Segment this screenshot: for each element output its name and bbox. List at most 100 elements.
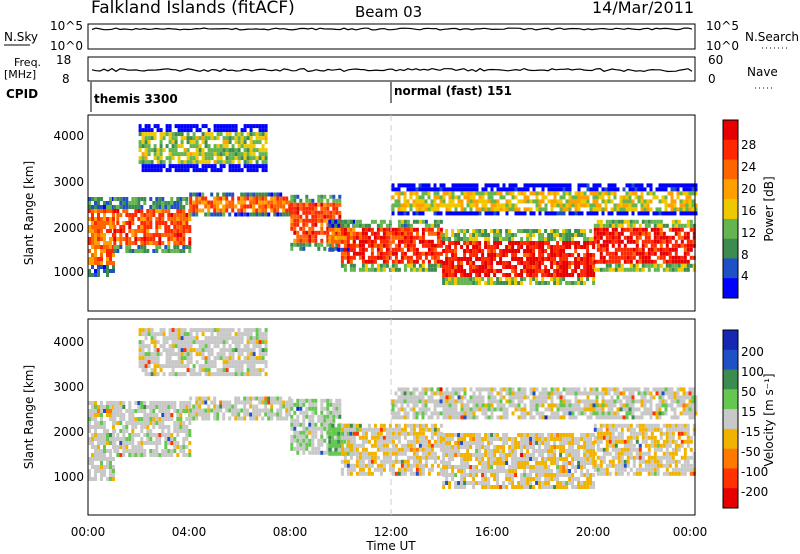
echo-cell-region-7: [538, 229, 542, 233]
echo-cell-region-9: [481, 207, 485, 212]
echo-cell-region-6: [439, 471, 443, 476]
echo-cell-region-3: [299, 202, 303, 207]
echo-cell-region-9: [583, 183, 587, 188]
echo-cell-region-0: [94, 457, 97, 461]
echo-cell-region-8: [638, 223, 642, 228]
echo-cell-region-2: [195, 196, 199, 201]
echo-cell-region-9: [550, 211, 554, 216]
echo-cell-region-0: [103, 265, 106, 269]
echo-cell-region-4: [225, 160, 229, 165]
echo-cell-region-1: [122, 453, 126, 457]
echo-cell-region-8: [671, 227, 675, 232]
echo-cell-region-6: [433, 451, 437, 456]
echo-cell-region-8: [683, 255, 687, 260]
echo-cell-region-4: [165, 356, 169, 361]
echo-cell-region-0: [103, 249, 106, 253]
echo-cell-region-6: [343, 267, 347, 272]
echo-cell-region-7: [445, 469, 449, 473]
echo-cell-region-4: [162, 328, 166, 333]
echo-cell-region-4: [168, 148, 172, 153]
echo-cell-region-3: [308, 406, 312, 411]
echo-cell-region-4: [195, 136, 199, 141]
echo-cell-region-3: [296, 238, 300, 243]
echo-cell-region-9: [688, 203, 692, 208]
echo-cell-region-7: [568, 237, 572, 241]
echo-cell-region-6: [373, 239, 377, 244]
echo-cell-region-4: [225, 140, 229, 145]
echo-cell-region-9: [391, 187, 395, 192]
echo-cell-region-9: [649, 207, 653, 212]
echo-cell-region-2: [210, 192, 214, 197]
echo-cell-region-4: [144, 356, 148, 361]
echo-cell-region-4: [231, 168, 235, 173]
echo-cell-region-3: [314, 238, 318, 243]
echo-cell-region-9: [469, 211, 473, 216]
echo-cell-region-3: [302, 418, 306, 423]
echo-cell-region-2: [276, 408, 280, 413]
echo-cell-region-1: [173, 241, 177, 245]
echo-cell-region-2: [276, 396, 280, 401]
echo-cell-region-4: [243, 332, 247, 337]
echo-cell-region-9: [682, 191, 686, 196]
echo-cell-region-1: [137, 445, 141, 449]
echo-cell-region-0: [94, 465, 97, 469]
echo-cell-region-6: [388, 267, 392, 272]
echo-cell-region-1: [140, 429, 144, 433]
echo-cell-region-1: [128, 405, 132, 409]
echo-cell-region-3: [299, 246, 303, 251]
echo-cell-region-1: [161, 241, 165, 245]
echo-cell-region-4: [255, 132, 259, 137]
echo-cell-region-9: [601, 191, 605, 196]
echo-cell-region-9: [610, 191, 614, 196]
echo-cell-region-9: [499, 191, 503, 196]
echo-cell-region-7: [547, 253, 551, 257]
echo-cell-region-4: [216, 344, 220, 349]
echo-cell-region-9: [625, 203, 629, 208]
echo-cell-region-4: [171, 132, 175, 137]
echo-cell-region-0: [91, 425, 94, 429]
echo-cell-region-3: [299, 406, 303, 411]
echo-cell-region-5: [352, 227, 356, 232]
echo-cell-region-4: [246, 336, 250, 341]
echo-cell-region-3: [326, 450, 330, 455]
echo-cell-region-4: [186, 352, 190, 357]
echo-cell-region-8: [623, 267, 627, 272]
echo-cell-region-9: [424, 207, 428, 212]
echo-cell-region-7: [547, 273, 551, 277]
echo-cell-region-4: [201, 124, 205, 129]
echo-cell-region-2: [192, 416, 196, 421]
echo-cell-region-6: [403, 463, 407, 468]
echo-cell-region-7: [517, 249, 521, 253]
echo-cell-region-3: [323, 218, 327, 223]
echo-cell-region-6: [343, 459, 347, 464]
echo-cell-region-3: [296, 442, 300, 447]
echo-cell-region-7: [493, 437, 497, 441]
echo-cell-region-1: [149, 209, 153, 213]
echo-cell-region-3: [320, 438, 324, 443]
echo-cell-region-7: [469, 465, 473, 469]
echo-cell-region-6: [436, 219, 440, 224]
echo-cell-region-6: [436, 255, 440, 260]
echo-cell-region-9: [448, 207, 452, 212]
echo-cell-region-4: [168, 372, 172, 377]
echo-cell-region-1: [143, 433, 147, 437]
echo-cell-region-4: [195, 140, 199, 145]
echo-cell-region-4: [219, 348, 223, 353]
echo-cell-region-1: [161, 221, 165, 225]
echo-cell-region-3: [323, 206, 327, 211]
echo-cell-region-2: [216, 196, 220, 201]
echo-cell-region-4: [147, 128, 151, 133]
echo-cell-region-4: [264, 124, 268, 129]
echo-cell-region-8: [611, 243, 615, 248]
echo-cell-region-4: [174, 168, 178, 173]
echo-cell-region-9: [547, 211, 551, 216]
echo-cell-region-7: [469, 445, 473, 449]
echo-cell-region-1: [149, 453, 153, 457]
echo-cell-region-3: [311, 222, 315, 227]
echo-cell-region-6: [385, 223, 389, 228]
echo-cell-region-4: [147, 352, 151, 357]
echo-cell-region-8: [662, 259, 666, 264]
echo-cell-region-9: [607, 187, 611, 192]
echo-cell-region-1: [173, 421, 177, 425]
echo-cell-region-9: [529, 191, 533, 196]
